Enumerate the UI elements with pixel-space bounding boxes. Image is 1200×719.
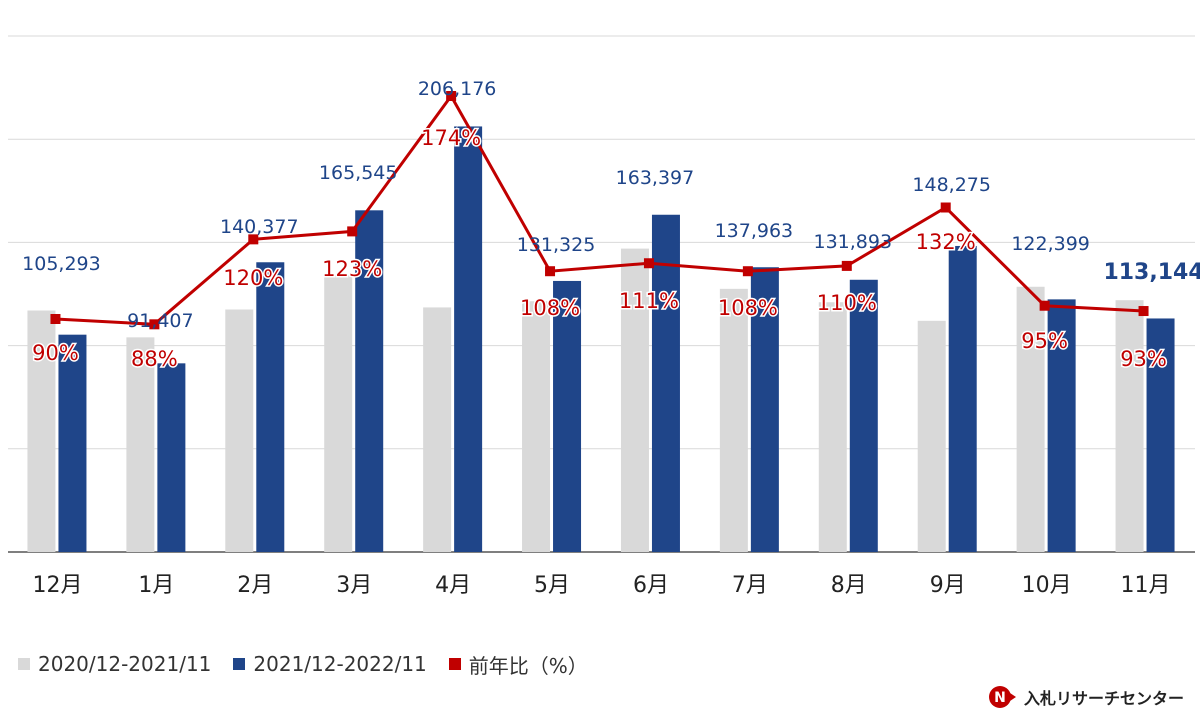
category-label: 10月: [1022, 573, 1072, 598]
yoy-label: 174%: [421, 126, 481, 150]
bar-value-label: 163,397: [616, 167, 695, 189]
bar-curr: [750, 267, 779, 552]
category-label: 11月: [1121, 573, 1171, 598]
bar-curr: [58, 334, 87, 552]
yoy-marker: [149, 319, 160, 330]
bars-2021-2022: [58, 126, 1175, 553]
bar-prev: [324, 275, 353, 552]
bar-prev: [27, 310, 56, 552]
legend-item-prev: 2020/12-2021/11: [18, 652, 211, 676]
yoy-marker: [643, 258, 654, 269]
bar-curr: [454, 126, 483, 553]
bar-curr: [553, 280, 582, 552]
bar-value-label: 91,407: [127, 310, 193, 332]
legend-swatch-yoy: [448, 658, 461, 670]
yoy-label: 95%: [1021, 329, 1068, 353]
yoy-label: 93%: [1120, 347, 1167, 371]
yoy-marker: [50, 314, 61, 324]
bar-value-label: 140,377: [220, 216, 299, 238]
yoy-polyline: [55, 93, 1144, 326]
bar-value-label: 137,963: [715, 220, 794, 242]
yoy-labels: 90% 88% 120% 123% 174% 108% 111% 108% 110% 132% 95…: [31, 125, 1169, 373]
chart: 105,293 91,407 140,377 165,545 206,176 131,32…: [8, 35, 1200, 598]
yoy-label: 123%: [322, 257, 382, 281]
brand-name: 入札リサーチセンター: [1024, 689, 1185, 708]
bar-curr: [1047, 299, 1076, 552]
category-label: 12月: [32, 573, 82, 598]
bar-value-labels: 105,293 91,407 140,377 165,545 206,176 131,32…: [22, 78, 1200, 332]
yoy-label: 108%: [520, 296, 580, 320]
bar-prev: [522, 301, 551, 552]
yoy-marker: [742, 266, 753, 277]
category-label: 2月: [237, 573, 273, 598]
bar-prev: [818, 302, 847, 552]
category-label: 6月: [633, 573, 669, 598]
bar-curr: [651, 214, 680, 552]
bar-prev: [225, 309, 254, 552]
yoy-label: 88%: [131, 347, 178, 371]
yoy-marker: [1138, 306, 1149, 317]
category-label: 1月: [138, 573, 174, 598]
n-arrow-logo-icon: N: [989, 686, 1016, 708]
brand: N 入札リサーチセンター: [988, 684, 1184, 710]
bar-curr: [355, 210, 384, 552]
yoy-marker: [446, 91, 457, 101]
bar-curr: [157, 363, 186, 552]
yoy-label: 90%: [32, 341, 79, 365]
yoy-marker: [545, 266, 556, 277]
category-label: 3月: [336, 573, 372, 598]
yoy-marker: [841, 260, 852, 271]
yoy-marker: [940, 202, 951, 213]
bar-curr: [948, 245, 977, 553]
bar-curr: [849, 279, 878, 552]
yoy-label: 108%: [718, 296, 778, 320]
yoy-label: 111%: [619, 289, 679, 313]
bar-value-label: 131,893: [814, 231, 893, 253]
legend: 2020/12-2021/11 2021/12-2022/11 前年比（%）: [18, 650, 610, 678]
yoy-marker: [347, 226, 358, 237]
bar-value-label: 148,275: [912, 174, 991, 196]
yoy-label: 110%: [817, 291, 877, 315]
yoy-line: [50, 91, 1149, 330]
bar-prev: [719, 288, 748, 552]
bar-prev: [620, 248, 649, 553]
category-label: 5月: [534, 573, 570, 598]
svg-text:N: N: [994, 690, 1006, 706]
yoy-label: 120%: [223, 266, 283, 290]
legend-label-yoy: 前年比（%）: [468, 653, 588, 678]
bar-value-label: 131,325: [517, 234, 596, 256]
bar-prev: [1115, 300, 1144, 552]
yoy-marker: [248, 234, 259, 245]
category-label: 7月: [732, 573, 768, 598]
bar-value-label: 206,176: [418, 78, 497, 100]
bar-curr: [256, 262, 285, 552]
bar-prev: [1016, 286, 1045, 552]
legend-item-curr: 2021/12-2022/11: [233, 652, 427, 676]
bar-value-label: 105,293: [22, 253, 101, 275]
bars-2020-2021: [27, 248, 1144, 553]
legend-swatch-curr: [233, 658, 246, 670]
category-label: 8月: [831, 573, 867, 598]
bar-curr: [1146, 318, 1175, 552]
legend-label-prev: 2020/12-2021/11: [38, 652, 212, 676]
bar-prev: [917, 320, 946, 552]
category-label: 9月: [930, 573, 966, 598]
bar-prev: [423, 307, 452, 552]
legend-item-yoy: 前年比（%）: [448, 650, 588, 679]
bar-prev: [126, 337, 155, 552]
yoy-marker: [1039, 300, 1050, 311]
yoy-label: 132%: [916, 230, 976, 254]
category-labels: 12月 1月 2月 3月 4月 5月 6月 7月 8月 9月 10月 11月: [32, 573, 1170, 598]
bar-value-label: 113,144: [1103, 260, 1200, 285]
gridlines: [8, 35, 1195, 553]
legend-swatch-prev: [18, 658, 30, 670]
category-label: 4月: [435, 573, 471, 598]
bar-value-label: 122,399: [1011, 233, 1090, 255]
bar-value-label: 165,545: [319, 162, 398, 184]
legend-label-curr: 2021/12-2022/11: [253, 652, 427, 676]
